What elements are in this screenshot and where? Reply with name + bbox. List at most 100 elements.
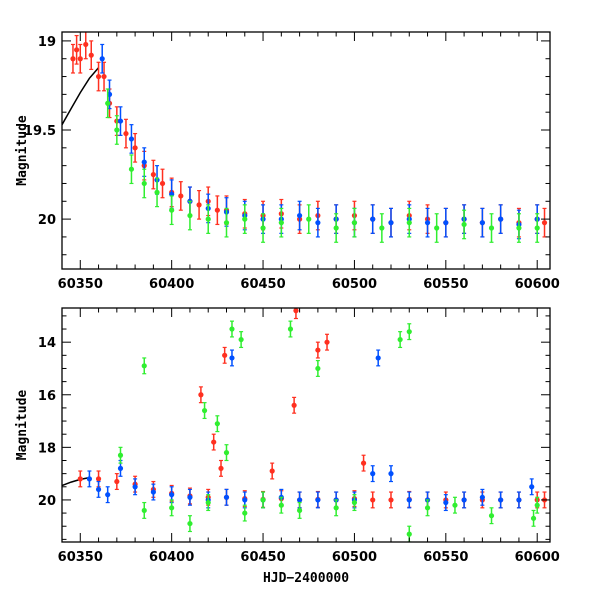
data-point: [105, 100, 111, 106]
model-curve: [62, 476, 90, 487]
x-tick-label: 60450: [240, 550, 285, 565]
data-point: [201, 407, 208, 414]
x-tick-label: 60500: [332, 550, 377, 565]
data-point: [397, 336, 403, 343]
data-point: [434, 225, 440, 231]
chart-panel-bottom: 60350 60400 60450 60500 60550 60600 14 16 18 20 Ma…: [15, 307, 560, 586]
data-point: [297, 212, 303, 219]
x-tick-label: 60550: [423, 550, 468, 565]
data-point: [128, 166, 135, 172]
data-point: [529, 484, 535, 490]
data-point: [315, 365, 321, 372]
data-point: [406, 220, 412, 226]
data-point: [114, 478, 120, 485]
data-point: [169, 207, 175, 213]
x-tick-label: 60350: [58, 550, 103, 565]
data-point: [242, 497, 248, 503]
data-point: [443, 220, 449, 226]
data-point: [260, 225, 266, 231]
data-point: [222, 352, 228, 358]
chart-panel-top: 60350 60400 60450 60500 60550 60600 19 19.5 20 Ma…: [15, 31, 560, 292]
data-point: [223, 220, 230, 226]
data-point: [154, 189, 160, 195]
data-point: [360, 460, 367, 466]
data-point: [123, 130, 129, 137]
data-point: [150, 171, 156, 178]
data-point: [388, 220, 394, 226]
data-point: [238, 336, 244, 343]
y-tick-label: 19.5: [24, 124, 56, 139]
data-point: [498, 497, 504, 503]
model-curve: [62, 67, 100, 126]
data-point: [306, 216, 312, 222]
data-point: [218, 465, 224, 471]
data-point: [375, 355, 381, 361]
data-point: [77, 476, 83, 482]
data-point: [388, 471, 394, 477]
data-point: [370, 471, 376, 477]
data-point: [297, 497, 303, 503]
x-tick-label: 60600: [515, 277, 560, 292]
y-tick-label: 14: [38, 336, 56, 351]
data-point: [141, 159, 147, 165]
data-point: [461, 497, 467, 503]
data-point: [83, 41, 89, 48]
data-point: [229, 326, 235, 332]
data-point: [297, 507, 303, 514]
panel-frame: [61, 31, 551, 270]
x-tick-label: 60400: [149, 550, 194, 565]
data-point: [77, 56, 83, 62]
data-point: [141, 363, 147, 369]
data-point: [293, 308, 299, 314]
data-point: [187, 212, 193, 219]
data-point: [278, 220, 284, 226]
data-point: [159, 180, 166, 187]
series-1: [99, 43, 540, 240]
data-point: [223, 494, 230, 500]
data-point: [187, 494, 193, 500]
plot-area: [62, 308, 548, 542]
x-tick-label: 60400: [149, 277, 194, 292]
data-point: [498, 216, 504, 222]
data-point: [223, 450, 230, 456]
data-point: [452, 502, 458, 508]
data-point: [74, 47, 80, 53]
data-point: [169, 505, 175, 511]
data-point: [95, 73, 102, 80]
data-point: [333, 225, 339, 231]
data-point: [269, 468, 275, 474]
data-point: [205, 499, 211, 506]
data-point: [242, 216, 248, 222]
series-2: [105, 88, 540, 243]
data-point: [488, 225, 495, 231]
data-point: [406, 329, 412, 335]
y-axis-label: Magnitude: [15, 390, 30, 461]
data-point: [324, 339, 330, 345]
x-tick-label: 60500: [332, 277, 377, 292]
data-point: [88, 52, 94, 58]
data-point: [101, 73, 107, 80]
data-point: [424, 220, 431, 226]
series-0: [77, 308, 548, 509]
data-point: [132, 145, 138, 151]
data-point: [132, 484, 138, 490]
data-point: [315, 220, 321, 226]
data-point: [196, 202, 202, 208]
data-point: [461, 221, 467, 228]
data-point: [488, 513, 495, 519]
data-point: [169, 492, 175, 498]
series-1: [86, 349, 535, 512]
y-tick-label: 16: [38, 389, 56, 404]
data-point: [260, 497, 266, 503]
data-point: [370, 497, 376, 503]
x-tick-label: 60450: [240, 277, 285, 292]
y-axis-label: Magnitude: [15, 115, 30, 186]
data-point: [229, 355, 235, 361]
data-point: [406, 531, 412, 537]
data-point: [379, 225, 385, 231]
y-tick-label: 20: [38, 494, 56, 509]
panel-frame: [61, 307, 551, 543]
data-point: [114, 127, 120, 133]
data-point: [333, 505, 339, 511]
data-point: [117, 118, 124, 124]
